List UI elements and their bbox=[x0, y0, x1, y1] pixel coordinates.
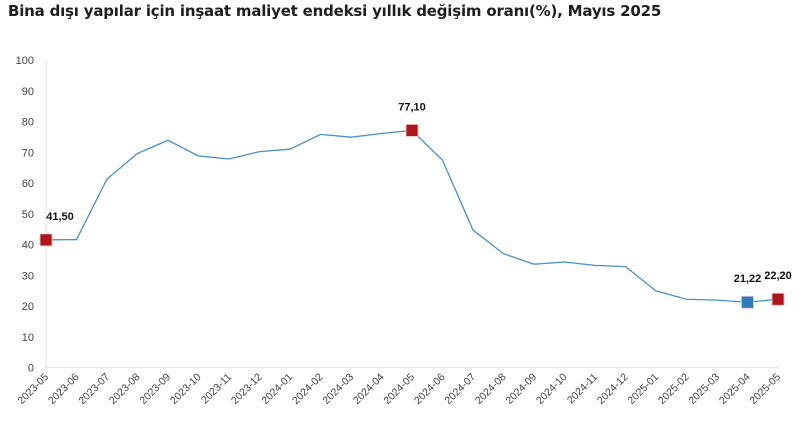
y-tick-label: 40 bbox=[22, 240, 34, 252]
x-tick-label: 2023-07 bbox=[76, 371, 112, 407]
x-tick-label: 2024-02 bbox=[290, 371, 326, 407]
x-tick-label: 2025-05 bbox=[747, 371, 783, 407]
x-tick-label: 2025-01 bbox=[625, 371, 661, 407]
x-tick-label: 2023-10 bbox=[168, 371, 204, 407]
y-tick-label: 70 bbox=[22, 147, 34, 159]
highlight-marker bbox=[771, 292, 785, 306]
data-label: 21,22 bbox=[734, 273, 762, 285]
x-tick-label: 2025-04 bbox=[717, 371, 753, 407]
x-tick-label: 2024-08 bbox=[473, 371, 509, 407]
highlight-marker bbox=[405, 124, 419, 137]
x-tick-label: 2024-10 bbox=[534, 371, 570, 407]
x-tick-label: 2024-07 bbox=[442, 371, 478, 407]
x-tick-label: 2024-03 bbox=[320, 371, 356, 407]
x-tick-label: 2024-06 bbox=[412, 371, 448, 407]
data-label: 77,10 bbox=[398, 101, 426, 113]
highlight-marker bbox=[39, 233, 53, 247]
x-tick-label: 2024-09 bbox=[503, 371, 539, 407]
series-line bbox=[45, 129, 779, 303]
x-tick-label: 2023-11 bbox=[199, 371, 234, 406]
x-tick-label: 2024-11 bbox=[565, 371, 600, 406]
highlight-marker bbox=[741, 295, 754, 309]
y-tick-label: 20 bbox=[22, 301, 34, 313]
y-tick-label: 80 bbox=[22, 117, 34, 129]
x-tick-label: 2023-08 bbox=[107, 371, 143, 407]
y-tick-label: 30 bbox=[22, 270, 34, 282]
y-tick-label: 90 bbox=[22, 86, 34, 98]
y-tick-label: 0 bbox=[28, 363, 34, 375]
x-tick-label: 2025-03 bbox=[686, 371, 722, 407]
data-label: 22,20 bbox=[764, 270, 792, 282]
chart-title: Bina dışı yapılar için inşaat maliyet en… bbox=[8, 2, 662, 20]
y-tick-label: 10 bbox=[22, 332, 34, 344]
x-tick-label: 2025-02 bbox=[656, 371, 692, 407]
x-tick-label: 2023-05 bbox=[15, 371, 51, 407]
y-tick-label: 60 bbox=[22, 178, 34, 190]
y-tick-label: 50 bbox=[22, 209, 34, 221]
x-tick-label: 2024-04 bbox=[351, 371, 387, 407]
x-tick-label: 2024-05 bbox=[381, 371, 417, 407]
x-tick-label: 2024-01 bbox=[259, 371, 295, 407]
x-tick-label: 2023-12 bbox=[229, 371, 265, 407]
data-label: 41,50 bbox=[46, 211, 74, 223]
y-tick-label: 100 bbox=[16, 55, 34, 67]
x-tick-label: 2023-06 bbox=[46, 371, 82, 407]
x-tick-label: 2024-12 bbox=[595, 371, 631, 407]
x-tick-label: 2023-09 bbox=[137, 371, 173, 407]
